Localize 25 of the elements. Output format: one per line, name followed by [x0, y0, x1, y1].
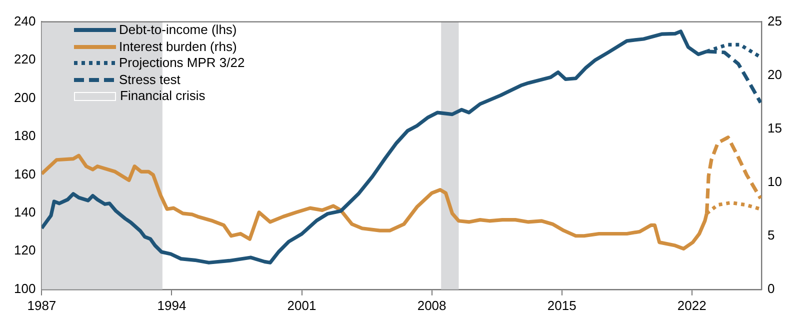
y2-tick-label: 0: [768, 280, 775, 296]
y-tick-label: 180: [14, 128, 36, 144]
x-tick-label: 2008: [417, 298, 446, 313]
y-tick-label: 100: [14, 280, 36, 296]
y2-tick-label: 10: [768, 174, 782, 189]
y2-tick-label: 20: [768, 66, 782, 82]
y2-tick-label: 25: [768, 13, 782, 28]
y2-tick-label: 15: [768, 120, 782, 136]
legend-label: Stress test: [119, 72, 180, 88]
band-label: Financial crisis: [120, 88, 206, 104]
x-tick-label: 1987: [27, 298, 56, 313]
y-tick-label: 160: [14, 166, 36, 182]
x-tick-label: 1994: [157, 298, 186, 313]
legend-label: Interest burden (rhs): [119, 38, 237, 55]
legend-label: Debt-to-income (lhs): [119, 22, 237, 38]
y-tick-label: 200: [14, 90, 36, 105]
x-tick-label: 2015: [547, 298, 576, 313]
y-tick-label: 140: [14, 204, 36, 220]
legend-label: Projections MPR 3/22: [119, 55, 245, 72]
x-tick-label: 2022: [677, 298, 706, 313]
y-tick-label: 120: [14, 242, 36, 258]
y2-tick-label: 5: [768, 227, 775, 242]
x-tick-label: 2001: [287, 298, 316, 313]
y-tick-label: 220: [14, 52, 36, 67]
y-tick-label: 240: [14, 13, 36, 28]
